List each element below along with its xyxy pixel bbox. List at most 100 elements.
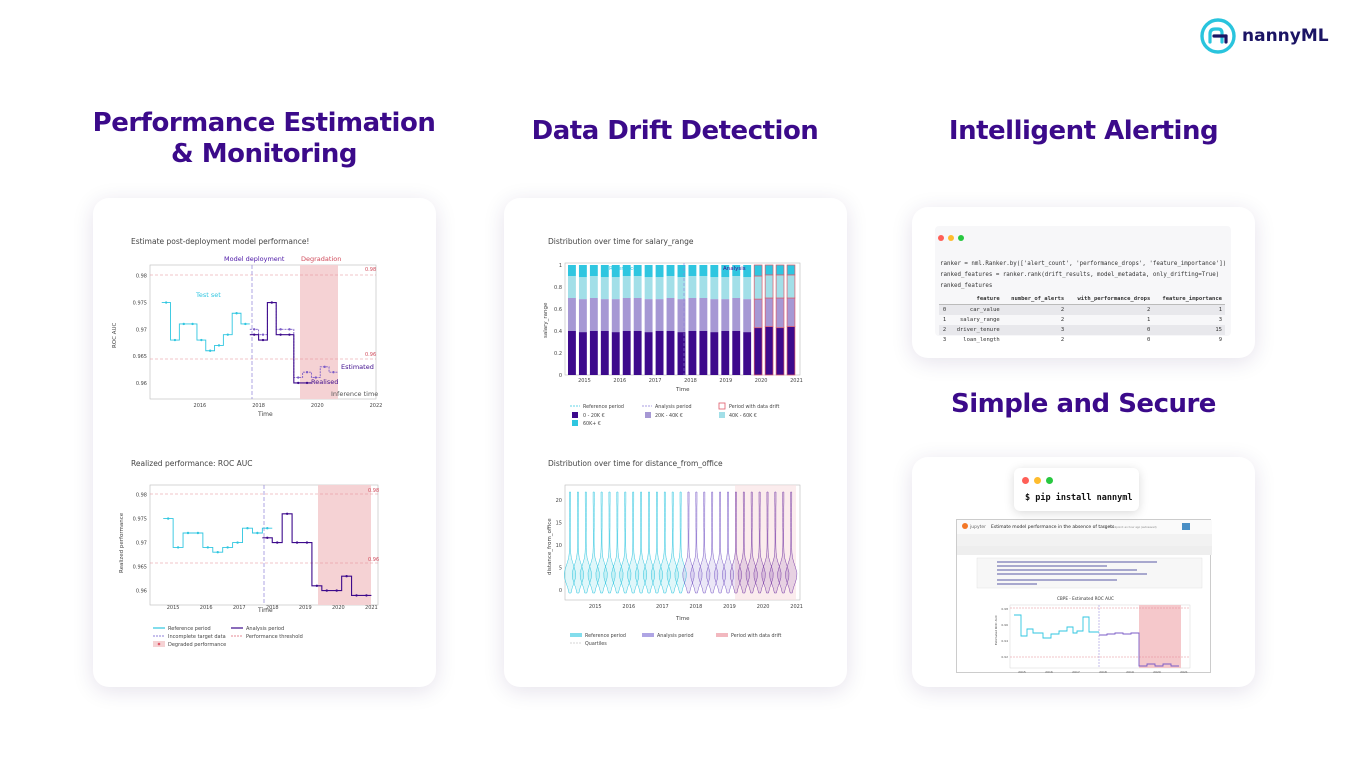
salary-bar-segment [666, 298, 675, 331]
drift1-ytick: 0.2 [554, 351, 562, 357]
legend-drift-swatch [718, 402, 726, 410]
drift2-legend-quartiles: Quartiles [585, 641, 607, 647]
drift2-ytick: 20 [556, 498, 562, 504]
drift1-xtick: 2018 [684, 378, 697, 384]
drift2-legend-drift: Period with data drift [731, 633, 781, 639]
table-cell: 2 [939, 325, 950, 335]
nannyml-logo-icon [1200, 18, 1236, 54]
salary-bar-segment [699, 298, 708, 331]
drift2-xtick: 2019 [723, 604, 736, 610]
table-cell: 0 [939, 304, 950, 315]
distance-violin [579, 491, 592, 594]
salary-bar-segment [633, 265, 642, 276]
distance-violin [666, 491, 679, 594]
table-cell: salary_range [959, 317, 1000, 323]
salary-bar-segment [644, 265, 653, 278]
drift2-legend-drift-swatch [716, 633, 728, 637]
drift2-xtick: 2017 [656, 604, 669, 610]
jupyter-notebook-screenshot: jupyter Estimate model performance in th… [956, 519, 1212, 674]
salary-bar-segment [589, 265, 598, 276]
drift1-legend-bin2: 20K - 40K € [655, 413, 683, 419]
legend-bin1-swatch [572, 412, 578, 418]
perf2-xtick: 2020 [332, 605, 345, 611]
salary-bar-segment [775, 297, 785, 329]
perf2-xtick: 2021 [365, 605, 378, 611]
salary-bar-segment [721, 331, 730, 375]
maximize-dot-icon [1046, 477, 1053, 484]
legend-bin3-swatch [719, 412, 725, 418]
salary-range-chart: Reference Analysis salary_range Time 1 0.… [543, 262, 803, 427]
secure-card: jupyter Estimate model performance in th… [912, 457, 1255, 687]
table-row: 0 car_value 2 2 1 [939, 304, 1225, 315]
minimize-dot-icon [1034, 477, 1041, 484]
notebook-xtick: 2016 [1045, 670, 1053, 674]
drift2-ytick: 15 [556, 521, 562, 527]
drift-chart1-title: Distribution over time for salary_range [548, 237, 694, 246]
alerting-card: ranker = nml.Ranker.by(['alert_count', '… [912, 207, 1255, 358]
salary-bar-segment [622, 331, 631, 375]
table-cell: 1 [1153, 304, 1225, 315]
distance-violin [571, 491, 584, 594]
table-row: 3 loan_length 2 0 9 [939, 335, 1225, 345]
install-command[interactable]: $ pip install nannyml [1025, 493, 1133, 503]
table-cell: 1 [1146, 317, 1151, 323]
drift2-legend-reference: Reference period [585, 633, 626, 639]
distance-violin [658, 491, 671, 594]
legend-reference-label: Reference period [168, 626, 211, 632]
drift2-xlabel: Time [675, 616, 690, 622]
table-row: 2 driver_tenure 3 0 15 [939, 325, 1225, 335]
distance-violin [777, 491, 790, 594]
perf1-ylabel: ROC AUC [112, 322, 118, 348]
drift2-legend: Reference period Analysis period Period … [570, 633, 781, 647]
salary-bar-segment [764, 297, 774, 327]
perf2-threshold-upper-label: 0.98 [368, 488, 379, 494]
perf2-ytick: 0.98 [136, 493, 147, 499]
drift2-xtick: 2016 [622, 604, 635, 610]
salary-bar-segment [753, 275, 763, 300]
perf2-threshold-lower-label: 0.96 [368, 557, 379, 563]
salary-bar-segment [589, 276, 598, 298]
salary-bar-segment [710, 265, 719, 278]
distance-violin [635, 491, 648, 594]
salary-bar-segment [644, 299, 653, 333]
terminal-window-controls [1022, 477, 1053, 484]
salary-bar-segment [622, 298, 631, 331]
ranked-features-table: feature number_of_alerts with_performanc… [939, 294, 1225, 345]
salary-bar-segment [644, 332, 653, 375]
jupyter-logo-icon [962, 523, 968, 529]
perf1-xtick: 2018 [252, 403, 265, 409]
degradation-annotation: Degradation [301, 255, 341, 263]
table-cell: 9 [1218, 337, 1222, 343]
distance-violin [729, 491, 742, 594]
distance-violin [619, 491, 632, 594]
degradation-region [300, 265, 338, 399]
perf1-plot-frame [149, 264, 377, 400]
legend-degraded-dot [157, 642, 161, 646]
salary-bar-segment [677, 299, 686, 333]
drift1-ytick: 0.6 [554, 307, 562, 313]
distance-violin [643, 491, 655, 594]
legend-analysis-label: Analysis period [246, 626, 284, 632]
notebook-xtick: 2019 [1126, 670, 1134, 674]
drift1-legend-bin3: 40K - 60K € [729, 413, 757, 419]
salary-bar-segment [600, 277, 609, 300]
notebook-chart-ylabel: Estimated ROC AUC [994, 615, 998, 645]
nannyml-logo: nannyML [1200, 18, 1329, 54]
salary-bar-segment [655, 331, 664, 375]
realised-annotation: Realised [311, 378, 338, 386]
salary-bar-segment [600, 265, 609, 278]
notebook-code-cell[interactable] [976, 557, 1203, 589]
notebook-xtick: 2021 [1180, 670, 1188, 674]
drift2-ytick: 10 [556, 543, 562, 549]
heading-performance: Performance Estimation & Monitoring [92, 108, 436, 169]
salary-bar-segment [775, 264, 785, 276]
salary-bar-segment [775, 327, 785, 376]
salary-bar-segment [786, 274, 796, 299]
salary-bar-segment [786, 326, 796, 376]
salary-bar-segment [721, 277, 730, 300]
drift1-ytick: 0.8 [554, 285, 562, 291]
table-cell: 0 [1146, 337, 1151, 343]
notebook-plot-frame [1009, 604, 1191, 669]
distance-violin [564, 491, 576, 594]
notebook-reference-line [1014, 614, 1099, 639]
